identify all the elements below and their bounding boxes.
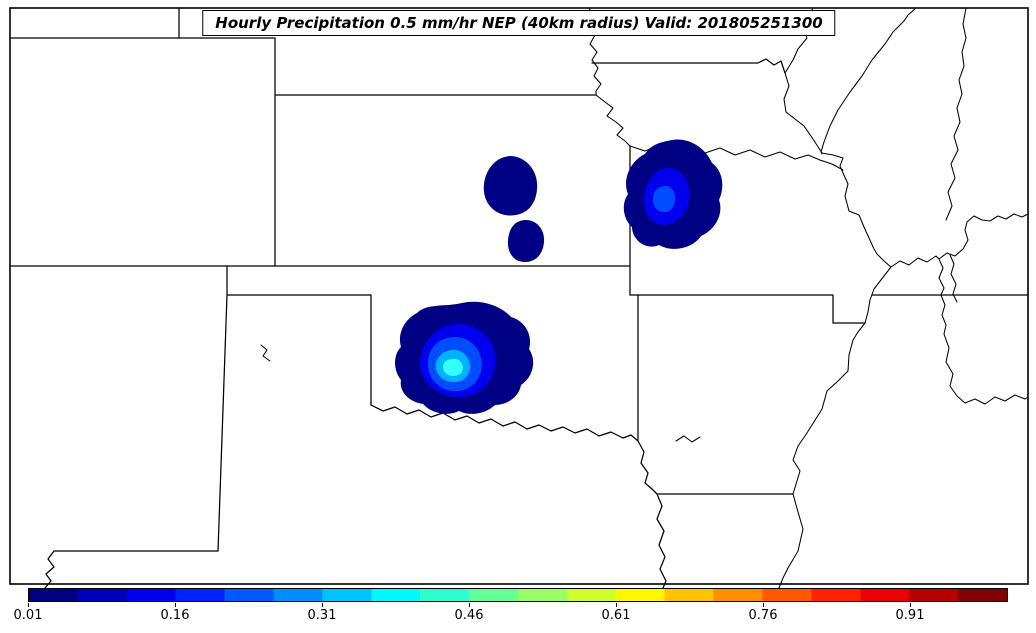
border-sabine-tx-la (657, 494, 666, 588)
tick-mark (763, 603, 764, 607)
colorbar-tick-label: 0.16 (160, 608, 190, 623)
tick-mark (910, 603, 911, 607)
river-canadian-bit (261, 345, 270, 361)
colorbar-tick-label: 0.46 (454, 608, 484, 623)
nep-blob-missouri-l3 (652, 185, 676, 213)
colorbar-tick-label: 0.31 (307, 608, 337, 623)
nep-contours (395, 139, 723, 414)
border-ar-mo-bootheel (630, 295, 865, 323)
river-arkansas-bit (676, 436, 700, 442)
nep-blob-south-kansas (507, 220, 545, 262)
state-borders (10, 8, 1028, 588)
river-wabash (946, 8, 966, 220)
plot-frame (9, 7, 1029, 585)
colorbar-gradient (28, 588, 1008, 602)
border-103w-nm-east (218, 266, 227, 551)
colorbar-tick-label: 0.01 (13, 608, 43, 623)
tick-mark (469, 603, 470, 607)
plot-title: Hourly Precipitation 0.5 mm/hr NEP (40km… (202, 10, 836, 36)
colorbar-tick-label: 0.91 (895, 608, 925, 623)
river-cumberland (950, 255, 957, 302)
river-mississippi (779, 8, 891, 588)
river-missouri-upper (588, 8, 630, 146)
rivers (261, 8, 1028, 588)
colorbar-tick-label: 0.76 (748, 608, 778, 623)
border-red-river-ok-tx (371, 405, 638, 441)
tick-mark (322, 603, 323, 607)
colorbar-tick-label: 0.61 (601, 608, 631, 623)
border-32n-nm-tx (45, 551, 218, 588)
river-tennessee (939, 259, 1028, 404)
tick-mark (28, 603, 29, 607)
border-ar-tx (638, 441, 657, 494)
tick-mark (175, 603, 176, 607)
border-ia-mo (592, 59, 785, 73)
colorbar: 0.01 0.16 0.31 0.46 0.61 0.76 0.91 (14, 588, 1008, 623)
nep-blob-north-kansas (483, 156, 538, 216)
river-illinois (821, 8, 916, 154)
river-ohio (891, 214, 1028, 267)
nep-blob-oklahoma-l5 (443, 358, 463, 376)
tick-mark (616, 603, 617, 607)
